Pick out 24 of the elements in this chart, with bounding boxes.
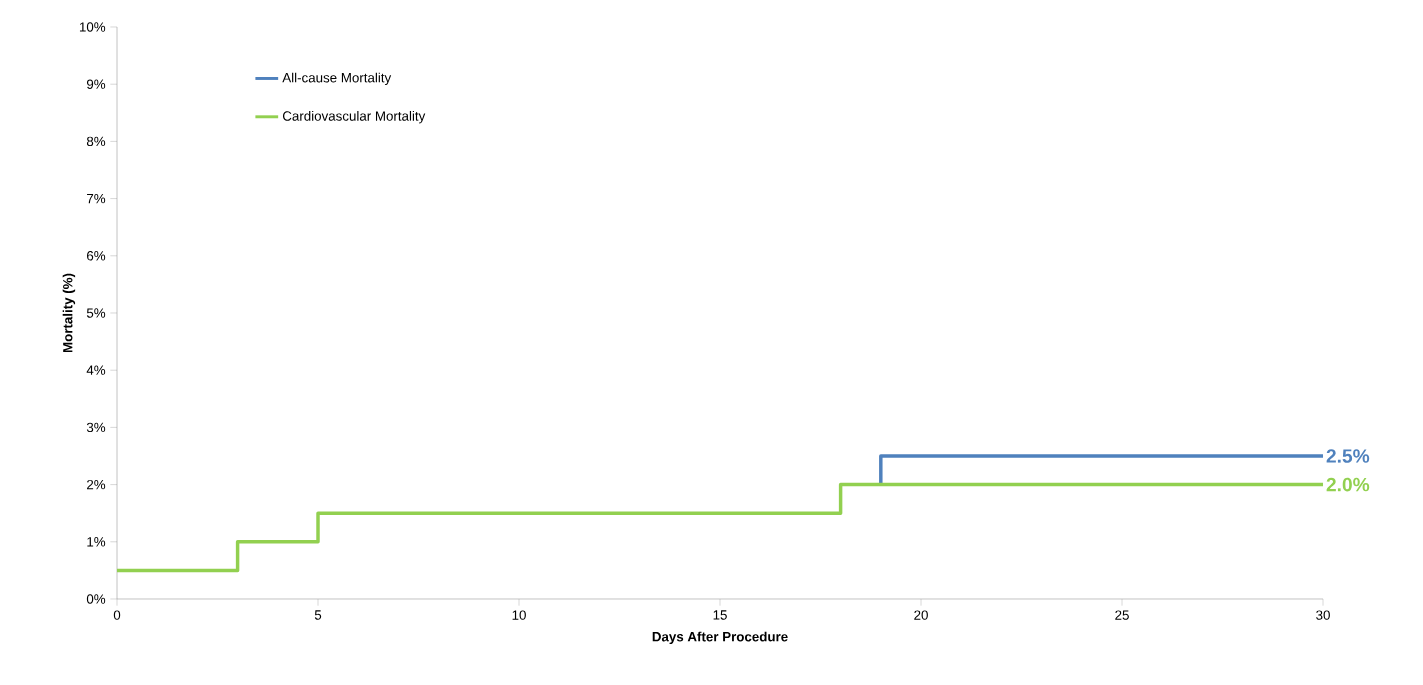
annotation: 2.5% <box>1326 449 1370 463</box>
y-tick-label: 0% <box>86 594 106 604</box>
x-tick-label: 5 <box>314 610 322 620</box>
y-tick-label: 1% <box>87 537 106 547</box>
y-tick-label: 2% <box>87 479 106 490</box>
y-tick-label: 10% <box>79 22 106 32</box>
y-tick-label: 3% <box>86 422 106 433</box>
x-tick-label: 10 <box>512 610 526 620</box>
y-tick-label: 6% <box>87 251 106 261</box>
x-tick-label: 20 <box>914 610 928 620</box>
x-tick-label: 30 <box>1316 610 1330 620</box>
y-tick-label: 7% <box>87 193 106 204</box>
x-tick-label: 25 <box>1115 610 1129 620</box>
x-tick-label: 0 <box>113 610 121 620</box>
x-tick-label: 15 <box>713 610 727 620</box>
y-tick-label: 8% <box>86 136 106 147</box>
annotation: 2.0% <box>1326 477 1370 492</box>
y-tick-label: 4% <box>86 365 106 375</box>
legend-label: All-cause Mortality <box>282 72 392 86</box>
y-axis-title: Mortality (%) <box>62 273 76 353</box>
y-tick-label: 5% <box>86 308 106 318</box>
legend-label: Cardiovascular Mortality <box>282 110 426 124</box>
x-axis-title: Days After Procedure <box>652 631 788 645</box>
y-tick-label: 9% <box>86 79 106 89</box>
